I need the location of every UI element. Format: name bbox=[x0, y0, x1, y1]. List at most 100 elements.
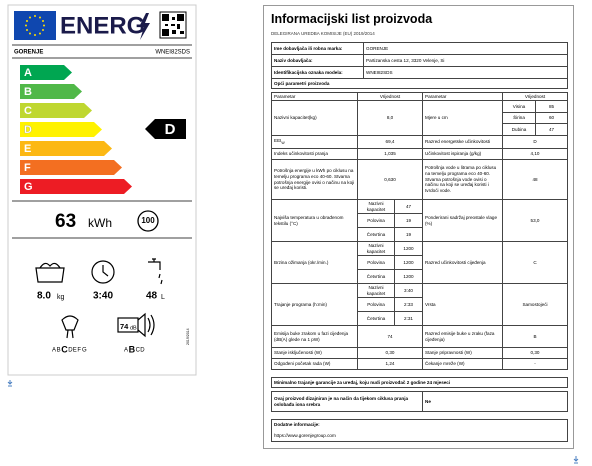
table-row: Indeks učinkovitosti pranja 1,035 Učinkovi… bbox=[271, 148, 568, 160]
sub-label: Polovina bbox=[357, 255, 395, 270]
column-header: Parametar bbox=[271, 92, 358, 101]
scale-letter: E bbox=[73, 348, 77, 354]
parameter-table: Parametar Vrijednost Parametar Vrijednost Na… bbox=[271, 92, 568, 370]
table-row: Stanje isključenosti (W) 0,30 Stanje pripr… bbox=[271, 347, 568, 359]
table-row: Četvrtina 1200 bbox=[272, 269, 568, 284]
scale-letter: A bbox=[52, 348, 56, 354]
energy-value: 63 bbox=[55, 211, 76, 232]
scale-letter: C bbox=[136, 348, 141, 354]
value: 3:40 bbox=[393, 283, 424, 298]
noise-unit: dB bbox=[130, 325, 137, 331]
sub-label: Nazivni kapacitet bbox=[357, 283, 395, 298]
supplier-table: Ime dobavljača ili robna marka: GORENJE N… bbox=[271, 42, 568, 89]
column-header: Parametar bbox=[422, 92, 504, 101]
value: 1,24 bbox=[356, 358, 424, 370]
table-row: Polovina 2:33 bbox=[272, 297, 568, 312]
class-letter: C bbox=[24, 105, 32, 117]
additional-url: https://www.gorenjegroup.com bbox=[271, 430, 568, 442]
cycle-icon bbox=[137, 210, 159, 232]
value: 8,0 bbox=[356, 100, 424, 136]
product-sheet: Informacijski list proizvoda DELEGIRANA … bbox=[263, 5, 574, 449]
value: 0,30 bbox=[356, 347, 424, 359]
table-row: Polovina 19 bbox=[272, 213, 568, 228]
sub-label: Nazivni kapacitet bbox=[357, 241, 395, 256]
sheet-regulation: DELEGIRANA UREDBA KOMISIJE (EU) 2019/201… bbox=[271, 31, 375, 36]
parameter: Potrošnja energije u kWh po ciklusu na t… bbox=[271, 159, 358, 200]
class-bar bbox=[20, 122, 102, 137]
table-row: Odgođeni početak rada (W) 1,24 Čekanje mre… bbox=[271, 358, 568, 370]
class-bar bbox=[20, 103, 92, 118]
supplier-label: Identifikacijska oznaka modela: bbox=[271, 66, 364, 79]
supplier-value: GORENJE bbox=[363, 42, 568, 55]
value: 19 bbox=[393, 213, 424, 228]
scale-letter: F bbox=[77, 348, 81, 354]
sheet-title: Informacijski list proizvoda bbox=[271, 12, 433, 26]
table-row: Parametar Vrijednost Parametar Vrijednost bbox=[271, 92, 568, 101]
parameter: Indeks učinkovitosti pranja bbox=[271, 148, 358, 160]
parameter: Odgođeni početak rada (W) bbox=[271, 358, 358, 370]
icons bbox=[35, 258, 163, 339]
supplier-value: Partizanska cesta 12, 3320 Velenje, Si bbox=[363, 54, 568, 67]
supplier-label: Ime dobavljača ili robna marka: bbox=[271, 42, 364, 55]
parameter: Razred učinkovitosti cijeđenja bbox=[422, 241, 504, 284]
scale-letter: B bbox=[57, 348, 61, 354]
energy-unit: kWh bbox=[88, 216, 112, 230]
value: B bbox=[502, 325, 568, 348]
value: 19 bbox=[393, 227, 424, 242]
additional-label: Dodatne informacije: bbox=[271, 419, 568, 431]
parameter: Nazivni kapacitet(kg) bbox=[271, 100, 358, 136]
water: 48 bbox=[146, 291, 158, 302]
table-row: Nazivni kapacitet(kg) 8,0 Mjere u cm Visina… bbox=[271, 100, 568, 136]
label-title: ENERG bbox=[60, 12, 145, 39]
parameter: Učinkovitost ispiranja (g/kg) bbox=[422, 148, 504, 160]
download-icon[interactable] bbox=[7, 380, 13, 387]
parameter-sub: W bbox=[281, 141, 285, 146]
qr-code bbox=[159, 11, 187, 39]
supplier-label: Naziv dobavljača: bbox=[271, 54, 364, 67]
download-icon[interactable] bbox=[571, 455, 581, 465]
value: 1200 bbox=[393, 255, 424, 270]
parameter: Čekanje mreže (W) bbox=[422, 358, 504, 370]
sub-label: Nazivni kapacitet bbox=[357, 199, 395, 214]
value: 1,035 bbox=[356, 148, 424, 160]
model: WNEI82SDS bbox=[155, 50, 190, 56]
value: 1200 bbox=[393, 241, 424, 256]
silver-text: Ovaj proizvod dizajniran je na način da … bbox=[271, 391, 423, 412]
table-row: EEIW 69,4 Razred energetske učinkovitosti D bbox=[271, 135, 568, 149]
value: 1200 bbox=[393, 269, 424, 284]
brand: GORENJE bbox=[14, 50, 43, 56]
class-letter: D bbox=[24, 124, 32, 136]
scale-letter: B bbox=[129, 344, 136, 354]
parameter: Potrošnja vode u litrama po ciklusu na t… bbox=[422, 159, 504, 200]
table-row: Emisija buke zrakom u fazi cijeđenja (dB… bbox=[271, 325, 568, 348]
value: 74 bbox=[356, 325, 424, 348]
sub-label: Polovina bbox=[357, 213, 395, 228]
rating: D bbox=[165, 121, 176, 138]
table-row: Dubina 47 bbox=[272, 123, 568, 136]
value: 85 bbox=[535, 100, 568, 113]
section-title: Opći parametri proizvoda bbox=[271, 78, 568, 89]
cycles: 100 bbox=[141, 216, 155, 225]
scale-letter: C bbox=[61, 344, 68, 354]
value: Samostojeći bbox=[502, 283, 568, 326]
value: 0,30 bbox=[502, 347, 568, 359]
value: - bbox=[502, 358, 568, 370]
class-letter: E bbox=[24, 143, 31, 155]
value: 2:31 bbox=[393, 311, 424, 326]
class-bar bbox=[20, 179, 132, 194]
parameter: Emisija buke zrakom u fazi cijeđenja (dB… bbox=[271, 325, 358, 348]
sub-label: Dubina bbox=[502, 123, 537, 136]
sub-label: Četvrtina bbox=[357, 227, 395, 242]
scale-letter: G bbox=[82, 348, 87, 354]
table-row: Brzina ožimanja (okr./min.) Nazivni kapac… bbox=[271, 241, 568, 284]
sub-label: Širina bbox=[502, 112, 537, 124]
value: 47 bbox=[535, 123, 568, 136]
table-row: Trajanje programa (h:min) Nazivni kapacit… bbox=[271, 283, 568, 326]
value: 60 bbox=[535, 112, 568, 124]
scale-letter: D bbox=[68, 348, 73, 354]
sub-label: Četvrtina bbox=[357, 311, 395, 326]
warranty: Minimalno trajanje garancije za uređaj, … bbox=[271, 377, 568, 388]
